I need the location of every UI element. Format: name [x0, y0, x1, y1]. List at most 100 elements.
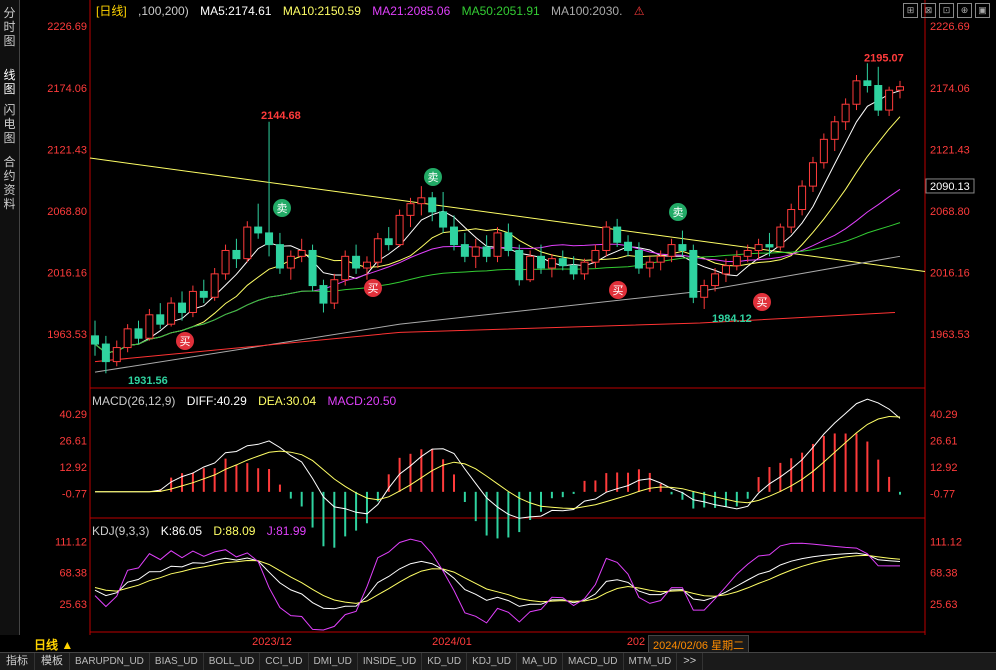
- expand-icon[interactable]: ⊡: [939, 3, 954, 18]
- candle-body: [232, 249, 241, 260]
- sidebar-tab-2[interactable]: 闪电图: [3, 103, 16, 145]
- buy-signal-3: [753, 293, 771, 311]
- left-sidebar: 分时图线图闪电图合约资料: [0, 0, 20, 635]
- window-controls: ⊞ ⊠ ⊡ ⊕ ▣: [903, 3, 990, 18]
- candle-body: [308, 249, 317, 287]
- candle-body: [330, 279, 339, 304]
- current-price-label: 2090.13: [930, 181, 970, 193]
- candle-body: [471, 246, 480, 257]
- kdj-tick-left-0: 111.12: [55, 536, 87, 548]
- candle-body: [732, 255, 741, 267]
- macd-diff: DIFF:40.29: [186, 394, 247, 408]
- candle-body: [482, 246, 491, 257]
- buy-signal-label-2: 买: [613, 284, 624, 297]
- x-tick-2: 202: [627, 636, 645, 648]
- candle-body: [808, 162, 817, 187]
- period-selector[interactable]: 日线 ▲: [34, 638, 74, 652]
- kdj-tick-right-1: 68.38: [930, 568, 958, 580]
- kdj-j-line: [94, 538, 900, 631]
- indicator-inside[interactable]: INSIDE_UD: [358, 653, 423, 670]
- candle-body: [101, 343, 110, 363]
- kdj-tick-right-2: 25.63: [930, 599, 958, 611]
- sidebar-tab-3[interactable]: 合约资料: [3, 155, 16, 211]
- layout-icon[interactable]: ⊞: [903, 3, 918, 18]
- indicator-kd[interactable]: KD_UD: [422, 653, 468, 670]
- period-title: [日线]: [96, 4, 127, 18]
- indicator-boll[interactable]: BOLL_UD: [204, 653, 261, 670]
- macd-tick-right-0: 40.29: [930, 409, 958, 421]
- candle-body: [634, 249, 643, 269]
- indicator-barupdn[interactable]: BARUPDN_UD: [70, 653, 150, 670]
- candle-body: [863, 80, 872, 87]
- candle-body: [613, 226, 622, 243]
- candle-body: [765, 244, 774, 248]
- chart-area[interactable]: 2226.69 2226.69 2174.06 2174.06 2121.43 2121.…: [0, 0, 996, 652]
- ma50-value: MA50:2051.91: [461, 4, 540, 18]
- candle-body: [798, 185, 807, 211]
- candle-body: [896, 86, 904, 91]
- price-tick-left-0: 2226.69: [47, 21, 87, 33]
- sidebar-tab-1[interactable]: 线图: [3, 68, 16, 96]
- crosshair-icon[interactable]: ⊕: [957, 3, 972, 18]
- peak-label: 2144.68: [261, 110, 301, 122]
- ma50-line: [94, 222, 901, 354]
- candle-body: [265, 232, 274, 246]
- bottom-toolbar: 指标 模板 BARUPDN_UD BIAS_UD BOLL_UD CCI_UD …: [0, 652, 996, 670]
- candle-body: [460, 244, 469, 257]
- hover-date: 2024/02/06 星期二: [648, 635, 750, 655]
- candle-body: [558, 258, 567, 267]
- candle-body: [406, 203, 415, 216]
- candle-body: [167, 302, 176, 325]
- low-label-1: 1931.56: [128, 375, 168, 387]
- candle-body: [286, 255, 295, 269]
- kdj-name: KDJ(9,3,3): [92, 524, 150, 538]
- candle-body: [874, 85, 883, 111]
- candle-body: [199, 290, 208, 298]
- buy-signal-1: [364, 279, 382, 297]
- candle-body: [112, 347, 121, 363]
- indicator-bias[interactable]: BIAS_UD: [150, 653, 204, 670]
- candle-body: [210, 273, 219, 298]
- candle-body: [537, 255, 546, 269]
- indicator-mtm[interactable]: MTM_UD: [624, 653, 678, 670]
- tab-indicators[interactable]: 指标: [0, 653, 35, 670]
- candle-body: [243, 226, 252, 260]
- candle-body: [362, 261, 371, 269]
- sell-signal-0: [273, 199, 291, 217]
- warning-icon[interactable]: ⚠: [633, 4, 645, 18]
- buy-signal-label-0: 买: [180, 335, 191, 348]
- kdj-d-line: [94, 554, 901, 604]
- indicator-cci[interactable]: CCI_UD: [260, 653, 309, 670]
- candle-body: [721, 265, 730, 275]
- macd-tick-right-3: -0.77: [930, 488, 955, 500]
- candle-body: [711, 273, 720, 287]
- ma100-value: MA100:2030.: [551, 4, 623, 18]
- grid-icon[interactable]: ⊠: [921, 3, 936, 18]
- candle-body: [602, 226, 611, 251]
- sell-signal-1: [424, 168, 442, 186]
- candle-body: [776, 226, 785, 248]
- indicator-macd[interactable]: MACD_UD: [563, 653, 624, 670]
- more-indicators[interactable]: >>: [677, 653, 704, 670]
- x-tick-1: 2024/01: [432, 636, 472, 648]
- ma5-value: MA5:2174.61: [200, 4, 272, 18]
- candle-body: [830, 121, 839, 140]
- indicator-ma[interactable]: MA_UD: [517, 653, 564, 670]
- ma200-line: [94, 311, 896, 363]
- indicator-kdj[interactable]: KDJ_UD: [467, 653, 518, 670]
- candle-body: [493, 232, 502, 257]
- sidebar-tab-0[interactable]: 分时图: [3, 6, 16, 48]
- trendline: [89, 157, 926, 273]
- candle-body: [275, 244, 284, 269]
- indicator-dmi[interactable]: DMI_UD: [309, 653, 358, 670]
- candle-body: [526, 255, 535, 281]
- candle-body: [819, 138, 828, 164]
- candle-body: [439, 211, 448, 228]
- ma100-line: [94, 255, 901, 373]
- price-tick-left-4: 2016.16: [47, 268, 87, 280]
- window-icon[interactable]: ▣: [975, 3, 990, 18]
- macd-tick-right-1: 26.61: [930, 435, 958, 447]
- kdj-d: D:88.09: [213, 524, 256, 538]
- tab-templates[interactable]: 模板: [35, 653, 70, 670]
- buy-signal-label-3: 买: [757, 296, 768, 309]
